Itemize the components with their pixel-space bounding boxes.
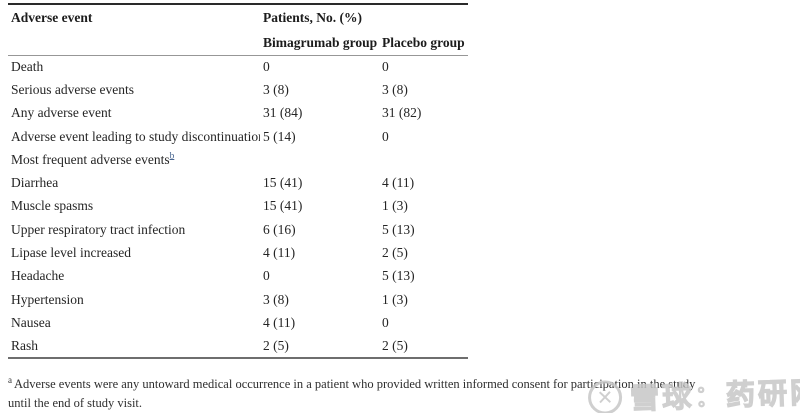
table-row: Lipase level increased 4 (11) 2 (5) <box>8 241 468 264</box>
table-row: Upper respiratory tract infection 6 (16) 5… <box>8 218 468 241</box>
placebo-value-cell: 5 (13) <box>382 221 415 237</box>
bimagrumab-value-cell: 0 <box>263 268 270 284</box>
adverse-event-label-cell: Upper respiratory tract infection <box>11 221 186 237</box>
adverse-event-label-cell: Nausea <box>11 314 51 330</box>
placebo-value-cell: 3 (8) <box>382 81 408 97</box>
placebo-value-cell: 1 (3) <box>382 198 408 214</box>
table-row: Hypertension 3 (8) 1 (3) <box>8 288 468 311</box>
footnote-a-marker: a <box>8 374 12 385</box>
bimagrumab-value-cell: 2 (5) <box>260 334 379 359</box>
table-row: Most frequent adverse eventsb <box>8 148 468 171</box>
table-row: Headache 0 5 (13) <box>8 265 468 288</box>
column-group-header-patients: Patients, No. (%) <box>263 10 362 25</box>
placebo-value-cell: 0 <box>382 128 389 144</box>
placebo-value-cell: 4 (11) <box>382 175 415 191</box>
adverse-event-label-cell: Hypertension <box>11 291 84 307</box>
table-row: Serious adverse events 3 (8) 3 (8) <box>8 78 468 101</box>
adverse-event-label-cell: Death <box>11 58 44 74</box>
table-row: Rash 2 (5) 2 (5) <box>8 334 469 359</box>
adverse-event-label-cell: Most frequent adverse eventsb <box>11 151 175 167</box>
table-header: Adverse event Patients, No. (%) Bimagrum… <box>8 4 469 56</box>
bimagrumab-value-cell: 15 (41) <box>263 198 303 214</box>
placebo-value-cell: 2 (5) <box>379 334 469 359</box>
header-spacer-cell <box>8 31 260 56</box>
table-row: Diarrhea 15 (41) 4 (11) <box>8 171 468 194</box>
bimagrumab-value-cell: 3 (8) <box>263 81 289 97</box>
placebo-value-cell <box>379 148 468 171</box>
footnote-a-text: Adverse events were any untoward medical… <box>8 377 696 410</box>
adverse-event-label-cell: Headache <box>11 268 65 284</box>
footnote-reference-link[interactable]: b <box>169 151 175 162</box>
table-row: Muscle spasms 15 (41) 1 (3) <box>8 195 468 218</box>
table-row: Death 0 0 <box>8 55 468 78</box>
footnotes: a Adverse events were any untoward medica… <box>8 371 708 413</box>
placebo-value-cell: 5 (13) <box>382 268 415 284</box>
placebo-value-cell: 0 <box>382 314 389 330</box>
table-row: Adverse event leading to study discontin… <box>8 125 468 148</box>
adverse-event-label-cell: Muscle spasms <box>11 198 94 214</box>
column-header-placebo: Placebo group <box>379 31 469 56</box>
table-row: Nausea 4 (11) 0 <box>8 311 468 334</box>
adverse-event-label-cell: Lipase level increased <box>11 245 131 261</box>
bimagrumab-value-cell: 3 (8) <box>263 291 289 307</box>
column-header-adverse-event: Adverse event <box>11 10 93 25</box>
adverse-event-label-cell: Serious adverse events <box>11 81 134 97</box>
placebo-value-cell: 0 <box>382 58 389 74</box>
adverse-event-label-cell: Any adverse event <box>11 105 112 121</box>
adverse-event-label-cell: Adverse event leading to study discontin… <box>11 128 260 144</box>
placebo-value-cell: 2 (5) <box>382 245 408 261</box>
bimagrumab-value-cell: 15 (41) <box>263 175 303 191</box>
table-row: Any adverse event 31 (84) 31 (82) <box>8 102 468 125</box>
placebo-value-cell: 31 (82) <box>382 105 422 121</box>
bimagrumab-value-cell: 31 (84) <box>263 105 303 121</box>
table-body: Death 0 0 Serious adverse events 3 (8) 3 (8) A… <box>8 55 469 359</box>
footnote-a: a Adverse events were any untoward medica… <box>8 371 708 412</box>
column-header-bimagrumab: Bimagrumab group <box>260 31 379 56</box>
placebo-value-cell: 1 (3) <box>382 291 408 307</box>
header-row-groups: Bimagrumab group Placebo group <box>8 31 469 56</box>
header-row-group: Adverse event Patients, No. (%) <box>8 4 468 31</box>
bimagrumab-value-cell: 4 (11) <box>263 245 296 261</box>
bimagrumab-value-cell <box>260 148 379 171</box>
adverse-event-label-cell: Diarrhea <box>11 175 59 191</box>
bimagrumab-value-cell: 4 (11) <box>263 314 296 330</box>
page: Adverse event Patients, No. (%) Bimagrum… <box>0 3 800 413</box>
bimagrumab-value-cell: 0 <box>263 58 270 74</box>
bimagrumab-value-cell: 5 (14) <box>263 128 296 144</box>
adverse-event-label-cell: Rash <box>8 334 260 359</box>
bimagrumab-value-cell: 6 (16) <box>263 221 296 237</box>
adverse-events-table: Adverse event Patients, No. (%) Bimagrum… <box>8 3 469 359</box>
